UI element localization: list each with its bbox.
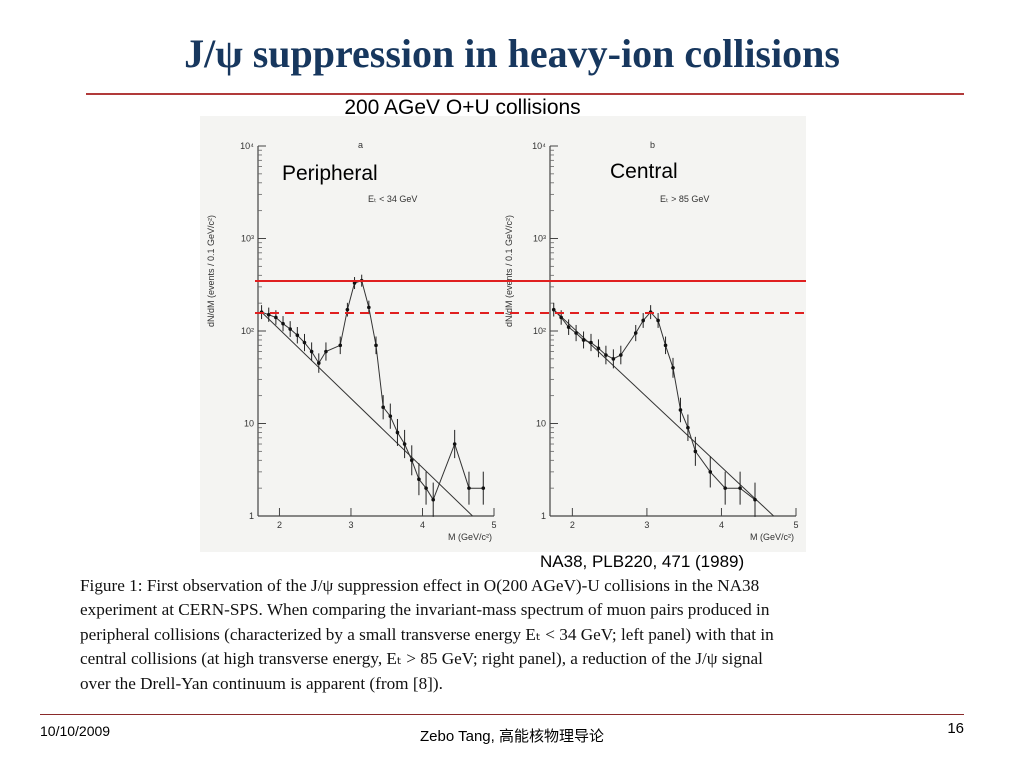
data-point: [656, 318, 660, 323]
data-point: [619, 353, 623, 357]
data-point: [723, 486, 727, 490]
data-point: [551, 307, 556, 312]
data-point: [295, 333, 300, 338]
slide-number: 16: [947, 720, 964, 737]
data-point: [452, 442, 457, 446]
figure-caption: Figure 1: First observation of the J/ψ s…: [80, 574, 930, 696]
data-point: [274, 315, 278, 320]
data-point: [753, 497, 757, 502]
caption-line: central collisions (at high transverse e…: [80, 649, 763, 669]
slide-title: J/ψ suppression in heavy-ion collisions: [184, 31, 840, 76]
data-point: [431, 497, 436, 502]
y-tick-label: 10²: [241, 326, 254, 336]
data-point: [663, 343, 668, 348]
caption-line: over the Drell-Yan continuum is apparent…: [80, 673, 443, 693]
y-tick-label: 10⁴: [240, 141, 254, 151]
data-point: [589, 340, 593, 345]
data-point: [559, 315, 563, 320]
data-point: [316, 361, 321, 365]
data-point: [467, 486, 471, 490]
y-axis-label: dN/dM (events / 0.1 GeV/c²): [504, 215, 514, 327]
data-point: [678, 408, 683, 412]
data-point: [424, 486, 428, 490]
data-point: [641, 318, 645, 323]
data-point: [604, 353, 608, 357]
y-tick-label: 1: [541, 511, 546, 521]
data-point: [708, 470, 713, 474]
data-point: [402, 442, 407, 446]
data-point: [671, 366, 675, 370]
data-point: [374, 343, 378, 348]
data-point: [381, 405, 385, 410]
data-point: [417, 477, 421, 481]
data-point: [395, 430, 400, 435]
x-tick-label: 2: [277, 520, 282, 530]
y-axis-label: dN/dM (events / 0.1 GeV/c²): [206, 215, 216, 327]
caption-line: experiment at CERN-SPS. When comparing t…: [80, 600, 770, 620]
y-tick-label: 10⁴: [532, 141, 546, 151]
data-point: [288, 327, 292, 331]
x-tick-label: 5: [491, 520, 496, 530]
x-tick-label: 4: [719, 520, 724, 530]
data-point: [611, 357, 616, 361]
y-tick-label: 10: [244, 419, 254, 429]
drell-yan-continuum: [261, 311, 473, 517]
y-tick-label: 10³: [533, 234, 546, 244]
y-tick-label: 10: [536, 419, 546, 429]
x-tick-label: 3: [348, 520, 353, 530]
peripheral-label: Peripheral: [282, 162, 378, 185]
x-axis-label: M (GeV/c²): [750, 532, 794, 542]
central-label: Central: [610, 160, 678, 183]
data-point: [566, 325, 571, 329]
data-point: [266, 312, 271, 317]
panel-letter: b: [650, 140, 655, 150]
data-point: [281, 321, 285, 326]
data-point: [596, 346, 601, 351]
title-divider: [86, 93, 964, 95]
data-point: [574, 331, 578, 335]
data-point: [686, 425, 690, 430]
central-panel: 1 10 10² 10³ 10⁴ 2 3 4 5 M (GeV/c²) dN/dM (events …: [498, 116, 806, 552]
caption-line: Figure 1: First observation of the J/ψ s…: [80, 576, 760, 595]
peripheral-plot: 1 10 10² 10³ 10⁴ 2 3 4 5 M (GeV/c²) dN/dM (events …: [206, 140, 497, 542]
caption-line: peripheral collisions (characterized by …: [80, 624, 774, 644]
panel-letter: a: [358, 140, 363, 150]
data-point: [409, 458, 414, 463]
data-point: [324, 349, 328, 354]
reference-citation: NA38, PLB220, 471 (1989): [540, 552, 745, 571]
figure-subtitle: 200 AGeV O+U collisions: [344, 96, 581, 119]
data-point: [367, 305, 371, 310]
data-point: [309, 349, 314, 354]
data-point: [338, 343, 343, 348]
data-point: [345, 307, 350, 312]
footer-date: 10/10/2009: [40, 723, 111, 739]
peripheral-panel: 1 10 10² 10³ 10⁴ 2 3 4 5 M (GeV/c²) dN/dM (events …: [200, 116, 498, 552]
data-point: [633, 331, 638, 335]
x-tick-label: 2: [570, 520, 575, 530]
y-tick-label: 10³: [241, 234, 254, 244]
data-point: [738, 486, 742, 490]
y-tick-label: 10²: [533, 326, 546, 336]
x-axis-label: M (GeV/c²): [448, 532, 492, 542]
x-tick-label: 5: [793, 520, 798, 530]
x-tick-label: 4: [420, 520, 425, 530]
data-point: [388, 414, 393, 418]
data-point: [352, 281, 357, 285]
cut-label: Eₜ > 85 GeV: [660, 194, 709, 204]
central-plot: 1 10 10² 10³ 10⁴ 2 3 4 5 M (GeV/c²) dN/dM (events …: [504, 140, 799, 542]
data-point: [481, 486, 486, 490]
footer-divider: [40, 714, 964, 715]
data-point: [693, 449, 698, 454]
x-tick-label: 3: [644, 520, 649, 530]
data-point: [302, 340, 307, 345]
footer-author: Zebo Tang, 高能核物理导论: [420, 728, 604, 745]
cut-label: Eₜ < 34 GeV: [368, 194, 417, 204]
y-tick-label: 1: [249, 511, 254, 521]
data-point: [581, 338, 586, 342]
